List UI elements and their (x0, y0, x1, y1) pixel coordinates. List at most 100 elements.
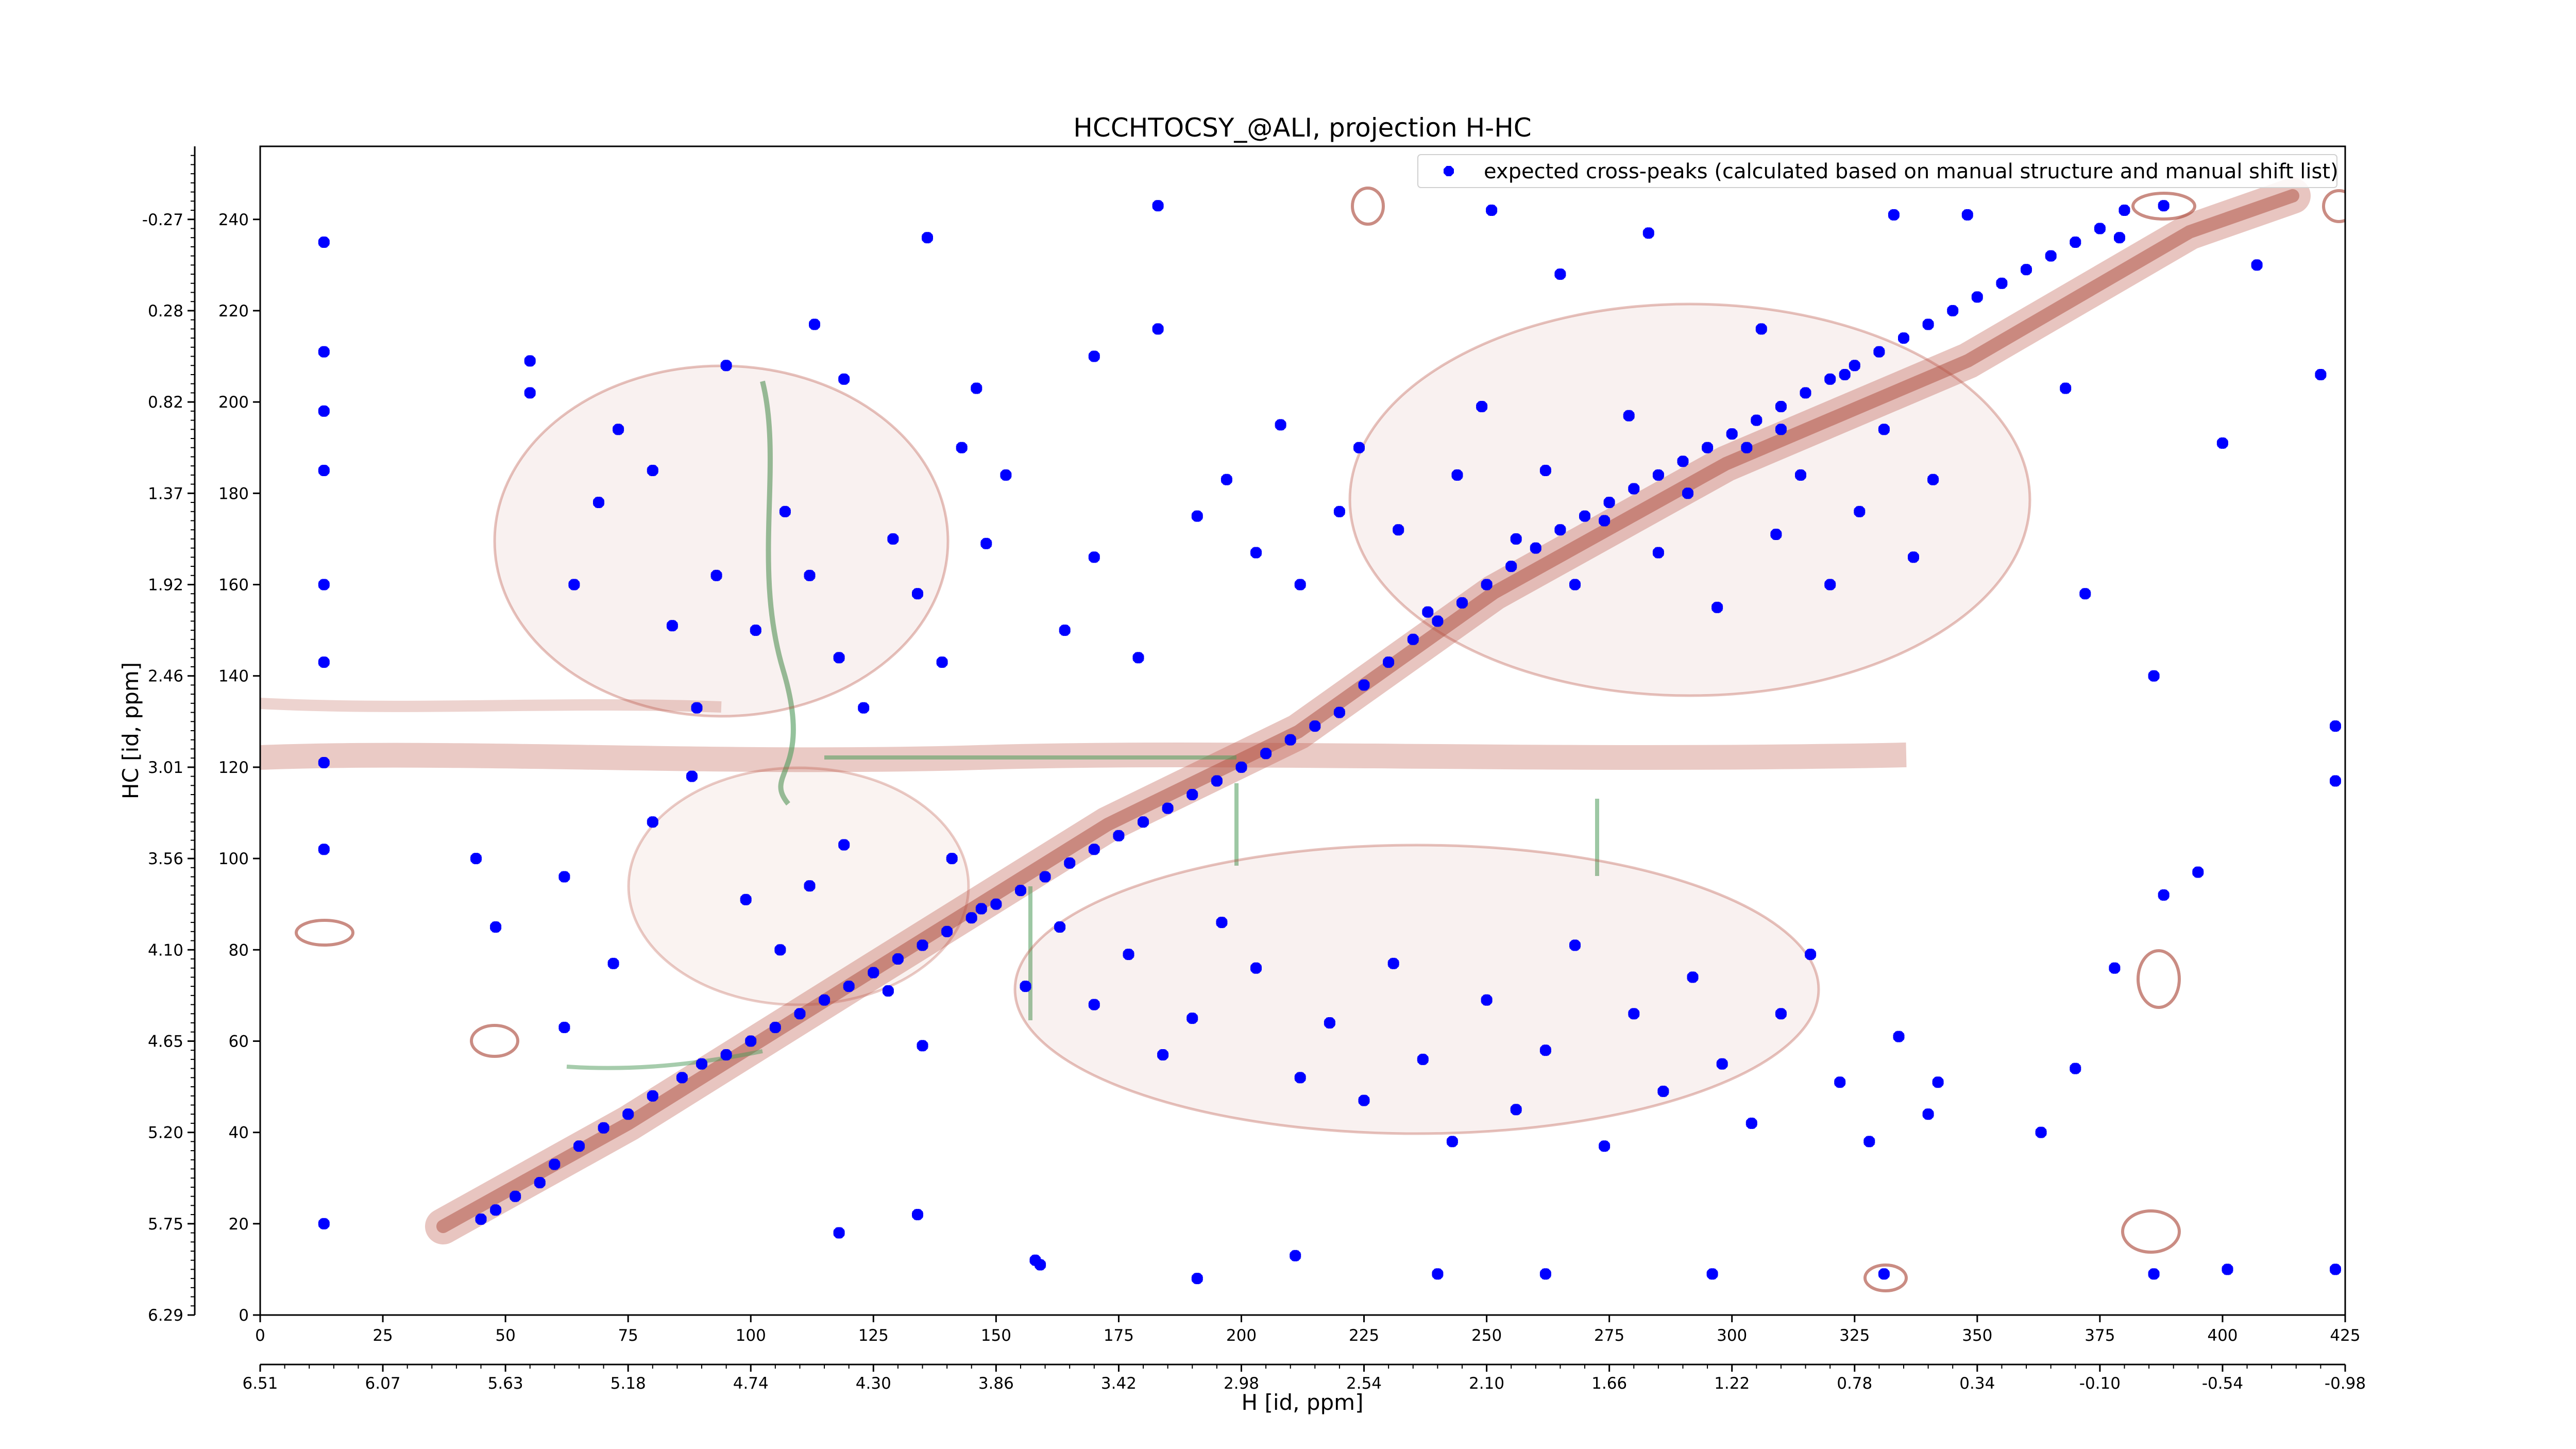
cross-peak-point (1039, 871, 1051, 883)
x-ppm-tick-label: -0.54 (2202, 1374, 2243, 1393)
cross-peak-point (1795, 469, 1806, 481)
cross-peak-point (2148, 670, 2160, 682)
cross-peak-point (318, 465, 330, 476)
cross-peak-point (2330, 775, 2341, 787)
cross-peak-point (1554, 268, 1566, 280)
cross-peak-point (647, 465, 658, 476)
contour-blob-7 (1863, 1263, 1908, 1292)
cross-peak-point (912, 588, 923, 600)
cross-peak-point (1657, 1085, 1669, 1097)
y-ppm-tick-label: 5.75 (148, 1215, 183, 1234)
x-tick-label: 175 (1104, 1326, 1134, 1345)
cross-peak-point (1706, 1268, 1718, 1280)
cross-peak-point (1333, 506, 1345, 517)
x-tick-label: 50 (495, 1326, 515, 1345)
cross-peak-point (1805, 949, 1817, 961)
cross-peak-point (1800, 387, 1811, 399)
cross-peak-point (887, 533, 899, 545)
cross-peak-point (470, 853, 482, 865)
cross-peak-point (1623, 410, 1635, 422)
cross-peak-point (524, 355, 536, 367)
y-axis-ppm-ticks: 6.29 5.75 5.20 4.65 4.10 3.56 3.01 2.46 1.92 1.37… (142, 155, 195, 1325)
cross-peak-point (774, 944, 786, 956)
cross-peak-point (1716, 1058, 1728, 1070)
cross-peak-point (318, 844, 330, 855)
cross-peak-point (1446, 1136, 1458, 1148)
cross-peak-point (568, 579, 580, 591)
y-tick-label: 40 (229, 1124, 249, 1142)
cross-peak-point (318, 579, 330, 591)
x-ppm-tick-label: -0.10 (2079, 1374, 2121, 1393)
x-tick-label: 150 (981, 1326, 1011, 1345)
cross-peak-point (1603, 497, 1615, 508)
contour-region-lower-mid (1013, 844, 1820, 1135)
legend-box (1417, 154, 2337, 188)
cross-peak-point (956, 442, 968, 453)
cross-peak-point (2021, 264, 2032, 276)
cross-peak-point (2192, 866, 2204, 878)
cross-peak-point (1152, 200, 1164, 212)
cross-peak-point (1898, 332, 1909, 344)
cross-peak-point (1824, 579, 1836, 591)
x-ppm-tick-label: 2.10 (1469, 1374, 1504, 1393)
legend-marker (1444, 166, 1454, 176)
x-ppm-tick-label: 6.51 (242, 1374, 278, 1393)
cross-peak-point (1755, 323, 1767, 335)
cross-peak-point (573, 1140, 585, 1152)
x-ppm-tick-label: 1.22 (1714, 1374, 1750, 1393)
cross-peak-point (720, 1049, 732, 1060)
legend-label: expected cross-peaks (calculated based o… (1484, 160, 2338, 183)
cross-peak-point (558, 1021, 570, 1033)
cross-peak-point (1834, 1076, 1846, 1088)
cross-peak-point (1481, 994, 1493, 1006)
cross-peak-point (1996, 277, 2008, 289)
horizontal-ridge-2 (260, 698, 722, 713)
cross-peak-point (2251, 259, 2263, 271)
cross-peak-point (1211, 775, 1223, 787)
cross-peak-point (318, 656, 330, 668)
x-tick-label: 325 (1839, 1326, 1870, 1345)
y-ppm-tick-label: 5.20 (148, 1124, 183, 1142)
cross-peak-point (833, 652, 845, 664)
cross-peak-point (965, 912, 977, 924)
y-ppm-tick-label: 6.29 (148, 1306, 183, 1325)
cross-peak-point (1554, 524, 1566, 536)
cross-peak-point (1628, 483, 1640, 495)
cross-peak-point (710, 569, 722, 581)
cross-peak-point (593, 497, 604, 508)
cross-peak-point (1775, 1008, 1787, 1020)
x-tick-label: 225 (1349, 1326, 1379, 1345)
cross-peak-point (1290, 1250, 1301, 1261)
cross-peak-point (1088, 551, 1100, 563)
cross-peak-point (1652, 547, 1664, 559)
cross-peak-point (1893, 1031, 1905, 1042)
cross-peak-point (1260, 748, 1272, 760)
cross-peak-point (666, 620, 678, 632)
cross-peak-point (318, 405, 330, 417)
cross-peak-point (1432, 1268, 1444, 1280)
cross-peak-point (941, 925, 953, 937)
cross-peak-point (1824, 373, 1836, 385)
x-ppm-tick-label: 0.34 (1959, 1374, 1995, 1393)
contour-blob-1 (295, 919, 354, 947)
cross-peak-point (647, 816, 658, 828)
cross-peak-point (745, 1035, 757, 1047)
x-ppm-tick-label: 4.30 (856, 1374, 891, 1393)
cross-peak-point (1015, 885, 1026, 897)
cross-peak-point (2035, 1126, 2047, 1138)
cross-peak-point (971, 382, 982, 394)
cross-peak-point (1294, 1072, 1306, 1084)
y-ppm-tick-label: 2.46 (148, 667, 183, 686)
cross-peak-point (1187, 1013, 1198, 1024)
x-ppm-tick-label: 6.07 (365, 1374, 401, 1393)
x-tick-label: 25 (372, 1326, 393, 1345)
cross-peak-point (2330, 720, 2341, 732)
cross-peak-point (549, 1158, 561, 1170)
x-ppm-tick-label: 2.54 (1346, 1374, 1382, 1393)
cross-peak-point (1854, 506, 1866, 517)
cross-peak-point (804, 880, 816, 892)
cross-peak-point (613, 424, 624, 435)
y-ppm-tick-label: 3.56 (148, 850, 183, 868)
cross-peak-point (524, 387, 536, 399)
y-tick-label: 180 (218, 484, 249, 503)
